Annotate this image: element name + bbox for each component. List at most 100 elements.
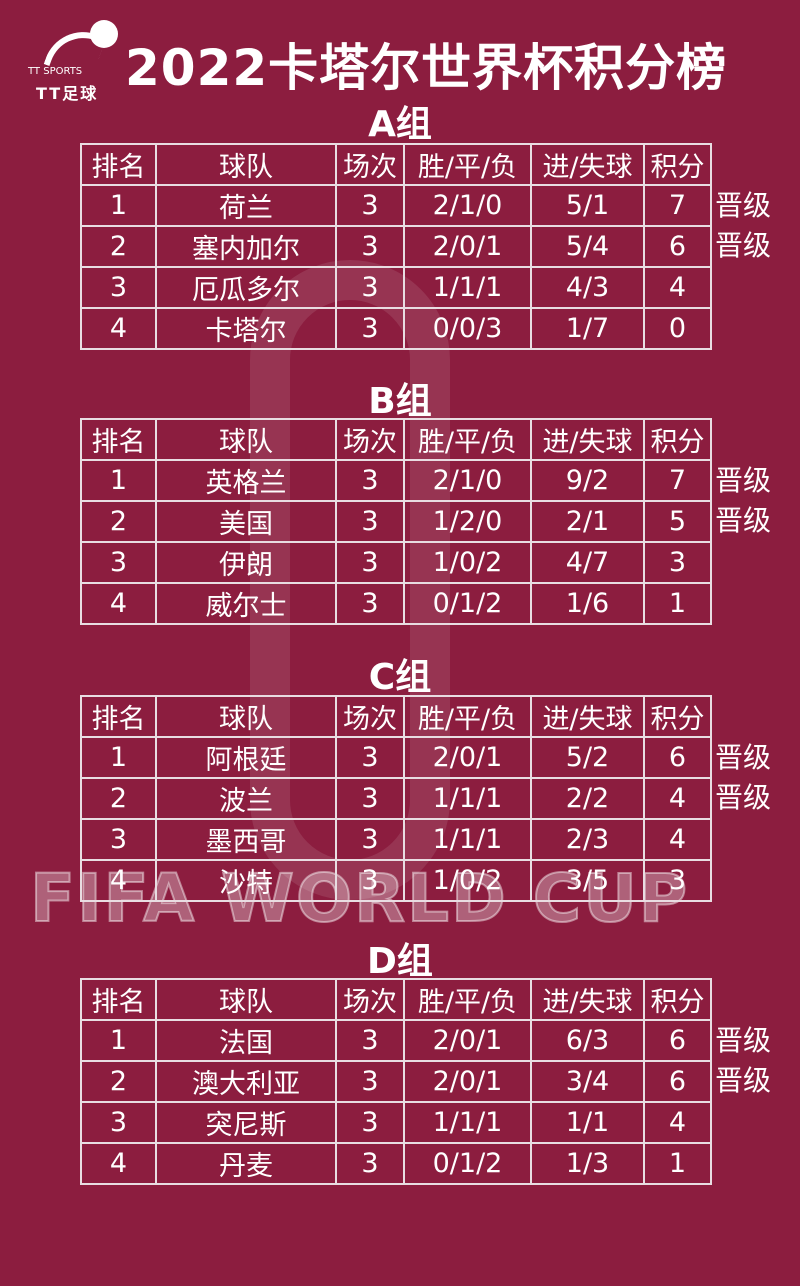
played-cell: 3 <box>335 500 405 543</box>
points-cell: 1 <box>643 582 712 625</box>
qualified-label: 晋级 <box>715 189 772 222</box>
win-draw-loss-cell: 1/1/1 <box>403 1101 532 1144</box>
goals-cell: 2/3 <box>530 818 645 861</box>
played-cell: 3 <box>335 859 405 902</box>
team-cell: 伊朗 <box>155 541 337 584</box>
column-header: 场次 <box>335 418 405 461</box>
win-draw-loss-cell: 0/1/2 <box>403 582 532 625</box>
table-row: 4 丹麦 3 0/1/2 1/3 1 <box>80 1142 712 1185</box>
goals-cell: 9/2 <box>530 459 645 502</box>
goals-cell: 3/4 <box>530 1060 645 1103</box>
group-title: B组 <box>368 381 432 422</box>
rank-cell: 4 <box>80 1142 157 1185</box>
rank-cell: 1 <box>80 1019 157 1062</box>
column-header: 球队 <box>155 978 337 1021</box>
group-title: D组 <box>367 941 433 982</box>
rank-cell: 3 <box>80 541 157 584</box>
rank-cell: 4 <box>80 859 157 902</box>
points-cell: 4 <box>643 1101 712 1144</box>
column-header: 胜/平/负 <box>403 978 532 1021</box>
win-draw-loss-cell: 2/0/1 <box>403 225 532 268</box>
win-draw-loss-cell: 1/1/1 <box>403 818 532 861</box>
rank-cell: 2 <box>80 225 157 268</box>
team-cell: 塞内加尔 <box>155 225 337 268</box>
goals-cell: 2/2 <box>530 777 645 820</box>
column-header: 进/失球 <box>530 143 645 186</box>
points-cell: 1 <box>643 1142 712 1185</box>
win-draw-loss-cell: 2/1/0 <box>403 184 532 227</box>
played-cell: 3 <box>335 736 405 779</box>
played-cell: 3 <box>335 459 405 502</box>
team-cell: 法国 <box>155 1019 337 1062</box>
table-row: 2 波兰 3 1/1/1 2/2 4 <box>80 777 712 820</box>
points-cell: 0 <box>643 307 712 350</box>
played-cell: 3 <box>335 582 405 625</box>
team-cell: 美国 <box>155 500 337 543</box>
rank-cell: 4 <box>80 582 157 625</box>
qualified-label: 晋级 <box>715 741 772 774</box>
column-header: 积分 <box>643 978 712 1021</box>
table-row: 4 沙特 3 1/0/2 3/5 3 <box>80 859 712 902</box>
column-header: 排名 <box>80 418 157 461</box>
qualified-label: 晋级 <box>715 1024 772 1057</box>
rank-cell: 3 <box>80 266 157 309</box>
team-cell: 卡塔尔 <box>155 307 337 350</box>
team-cell: 澳大利亚 <box>155 1060 337 1103</box>
table-row: 3 伊朗 3 1/0/2 4/7 3 <box>80 541 712 584</box>
team-cell: 威尔士 <box>155 582 337 625</box>
played-cell: 3 <box>335 225 405 268</box>
points-cell: 6 <box>643 225 712 268</box>
page-title: 2022卡塔尔世界杯积分榜 <box>125 39 728 97</box>
goals-cell: 6/3 <box>530 1019 645 1062</box>
team-cell: 墨西哥 <box>155 818 337 861</box>
column-header: 进/失球 <box>530 978 645 1021</box>
qualified-label: 晋级 <box>715 464 772 497</box>
win-draw-loss-cell: 1/2/0 <box>403 500 532 543</box>
rank-cell: 4 <box>80 307 157 350</box>
table-row: 3 突尼斯 3 1/1/1 1/1 4 <box>80 1101 712 1144</box>
rank-cell: 3 <box>80 818 157 861</box>
goals-cell: 1/3 <box>530 1142 645 1185</box>
column-header: 排名 <box>80 143 157 186</box>
win-draw-loss-cell: 2/0/1 <box>403 1019 532 1062</box>
table-row: 1 阿根廷 3 2/0/1 5/2 6 <box>80 736 712 779</box>
points-cell: 4 <box>643 777 712 820</box>
logo-cn-text: TT足球 <box>36 84 99 103</box>
points-cell: 6 <box>643 736 712 779</box>
column-header: 球队 <box>155 418 337 461</box>
win-draw-loss-cell: 0/1/2 <box>403 1142 532 1185</box>
win-draw-loss-cell: 1/1/1 <box>403 266 532 309</box>
qualified-label: 晋级 <box>715 1064 772 1097</box>
played-cell: 3 <box>335 1060 405 1103</box>
win-draw-loss-cell: 2/0/1 <box>403 736 532 779</box>
column-header: 积分 <box>643 695 712 738</box>
column-header: 排名 <box>80 695 157 738</box>
rank-cell: 1 <box>80 459 157 502</box>
column-header: 场次 <box>335 978 405 1021</box>
soccer-ball-icon <box>90 20 118 48</box>
goals-cell: 4/3 <box>530 266 645 309</box>
column-header: 场次 <box>335 695 405 738</box>
goals-cell: 1/1 <box>530 1101 645 1144</box>
goals-cell: 1/6 <box>530 582 645 625</box>
logo-en-text: TT SPORTS <box>28 66 83 77</box>
table-row: 2 澳大利亚 3 2/0/1 3/4 6 <box>80 1060 712 1103</box>
win-draw-loss-cell: 1/1/1 <box>403 777 532 820</box>
table-row: 4 卡塔尔 3 0/0/3 1/7 0 <box>80 307 712 350</box>
header-row: 排名 球队 场次 胜/平/负 进/失球 积分 <box>80 978 712 1021</box>
points-cell: 5 <box>643 500 712 543</box>
played-cell: 3 <box>335 266 405 309</box>
rank-cell: 2 <box>80 500 157 543</box>
team-cell: 阿根廷 <box>155 736 337 779</box>
played-cell: 3 <box>335 541 405 584</box>
team-cell: 丹麦 <box>155 1142 337 1185</box>
team-cell: 荷兰 <box>155 184 337 227</box>
header-row: 排名 球队 场次 胜/平/负 进/失球 积分 <box>80 143 712 186</box>
rank-cell: 1 <box>80 736 157 779</box>
table-row: 2 塞内加尔 3 2/0/1 5/4 6 <box>80 225 712 268</box>
points-cell: 3 <box>643 541 712 584</box>
team-cell: 波兰 <box>155 777 337 820</box>
win-draw-loss-cell: 2/0/1 <box>403 1060 532 1103</box>
played-cell: 3 <box>335 818 405 861</box>
played-cell: 3 <box>335 777 405 820</box>
